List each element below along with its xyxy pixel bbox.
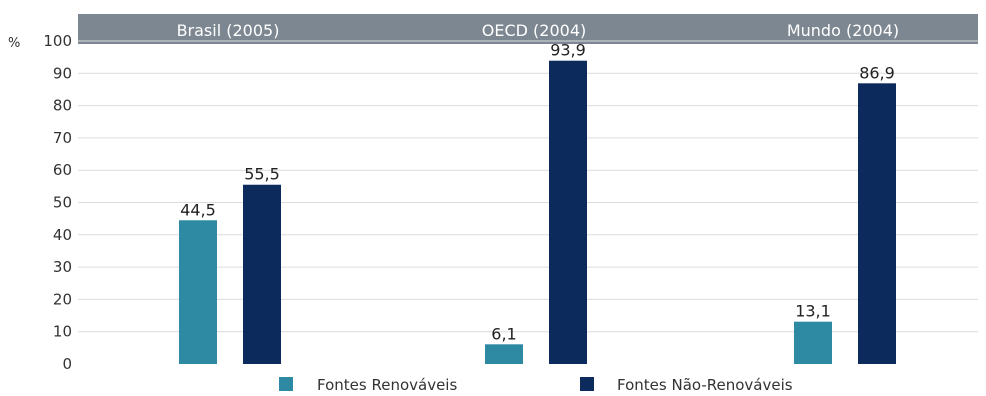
category-header-band <box>78 14 978 44</box>
value-labels: 44,5 55,5 6,1 93,9 13,1 86,9 <box>180 41 895 344</box>
grid-lines <box>78 40 978 333</box>
bar <box>794 321 832 364</box>
y-tick-label: 20 <box>53 290 72 308</box>
bar <box>485 344 523 364</box>
category-header-label: OECD (2004) <box>482 21 586 40</box>
legend-label: Fontes Renováveis <box>317 376 457 394</box>
y-tick-label: 10 <box>53 323 72 341</box>
data-label: 93,9 <box>550 41 586 60</box>
data-label: 55,5 <box>244 165 280 184</box>
bar <box>549 60 587 364</box>
y-tick-label: 70 <box>53 129 72 147</box>
data-label: 6,1 <box>491 324 516 343</box>
data-label: 44,5 <box>180 200 216 219</box>
category-header-label: Mundo (2004) <box>787 21 899 40</box>
bar <box>179 220 217 364</box>
category-header-label: Brasil (2005) <box>177 21 280 40</box>
data-label: 86,9 <box>859 63 895 82</box>
bars <box>179 60 896 365</box>
bar <box>858 83 896 365</box>
y-tick-label: 30 <box>53 258 72 276</box>
y-tick-label: 50 <box>53 194 72 212</box>
y-tick-label: 80 <box>53 97 72 115</box>
legend: Fontes Renováveis Fontes Não-Renováveis <box>279 376 793 394</box>
bar <box>243 184 281 364</box>
category-headers: Brasil (2005) OECD (2004) Mundo (2004) <box>177 21 900 40</box>
y-tick-label: 90 <box>53 64 72 82</box>
y-tick-label: 100 <box>43 32 72 50</box>
legend-swatch <box>279 377 293 391</box>
legend-swatch <box>580 377 594 391</box>
y-tick-label: 60 <box>53 161 72 179</box>
legend-label: Fontes Não-Renováveis <box>617 376 793 394</box>
y-axis: % 0 10 20 30 40 50 60 70 80 90 100 <box>8 32 72 373</box>
data-label: 13,1 <box>795 302 831 321</box>
y-tick-label: 0 <box>62 355 72 373</box>
y-axis-unit-label: % <box>8 36 20 51</box>
y-tick-label: 40 <box>53 226 72 244</box>
